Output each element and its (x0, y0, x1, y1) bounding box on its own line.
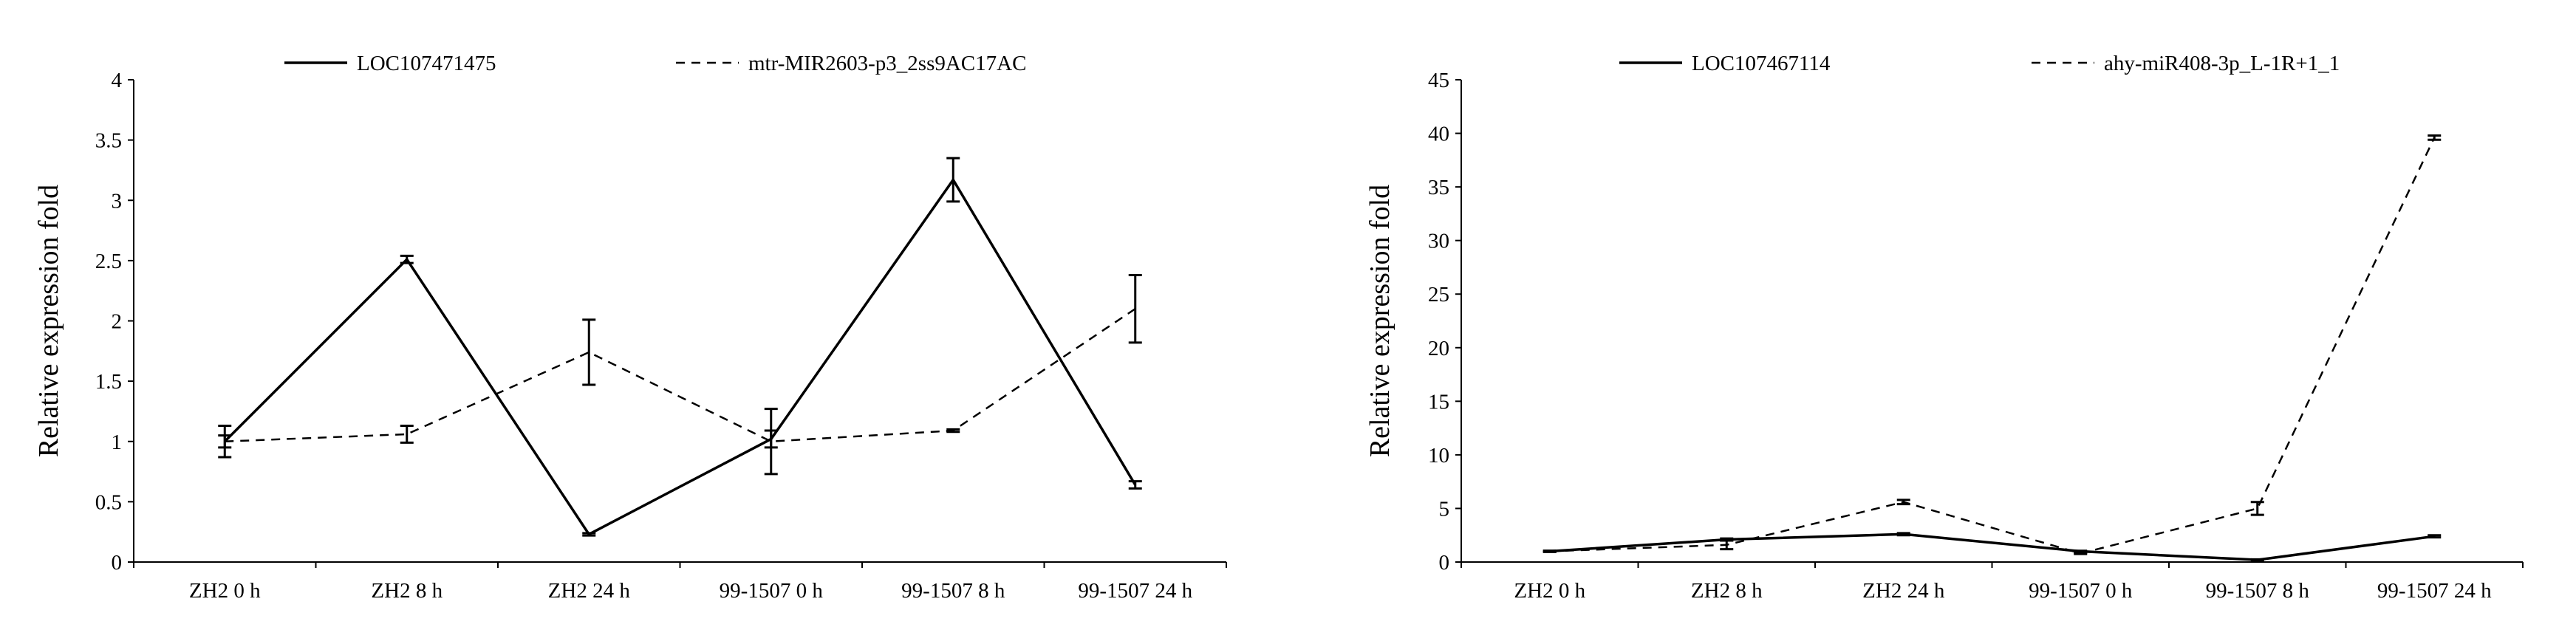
legend-item-2: mtr-MIR2603-p3_2ss9AC17AC (676, 52, 1026, 75)
series-line (1549, 137, 2436, 555)
x-tick-label: ZH2 8 h (1691, 579, 1763, 603)
y-axis-label: Relative expression fold (1364, 185, 1395, 457)
y-tick-label: 45 (1428, 69, 1449, 92)
series-2 (218, 273, 1142, 476)
legend-item-1: LOC107471475 (284, 52, 496, 75)
y-tick-label: 4 (112, 69, 123, 92)
x-tick-label: 99-1507 0 h (720, 579, 824, 603)
series-line (1549, 532, 2435, 561)
y-tick-label: 2.5 (95, 250, 122, 273)
y-tick-label: 3 (112, 189, 123, 213)
legend-label: ahy-miR408-3p_L-1R+1_1 (2104, 52, 2340, 75)
y-tick-label: 5 (1439, 497, 1450, 521)
x-tick-label: ZH2 0 h (1514, 579, 1585, 603)
y-tick-label: 25 (1428, 283, 1449, 306)
x-tick-label: 99-1507 8 h (2206, 579, 2310, 603)
series-line (225, 308, 1136, 443)
y-tick-label: 35 (1428, 176, 1449, 199)
y-axis-label: Relative expression fold (33, 185, 64, 457)
legend-label: mtr-MIR2603-p3_2ss9AC17AC (748, 52, 1026, 75)
x-tick-label: ZH2 24 h (548, 579, 631, 603)
series-line (224, 177, 1137, 536)
x-tick-label: 99-1507 24 h (1078, 579, 1192, 603)
chart-1: 0 0.5 1 1.5 2 2.5 3 3.5 4 ZH2 0 h ZH2 8 h ZH2 24 h 9… (33, 52, 1227, 603)
y-tick-label: 15 (1428, 390, 1449, 414)
x-tick-label: ZH2 0 h (189, 579, 261, 603)
y-tick-label: 2 (112, 310, 123, 334)
x-tick-label: ZH2 24 h (1862, 579, 1945, 603)
y-tick-label: 3.5 (95, 129, 122, 153)
y-tick-label: 0 (1439, 551, 1450, 575)
series-2 (1542, 134, 2442, 555)
x-tick-label: ZH2 8 h (371, 579, 443, 603)
legend-label: LOC107467114 (1692, 52, 1831, 75)
series-1 (218, 157, 1142, 537)
y-tick-label: 30 (1428, 230, 1449, 253)
y-tick-label: 1 (112, 431, 123, 454)
chart-2: 0 5 10 15 20 25 30 35 40 45 ZH2 0 h ZH2 8 h ZH2 24 h… (1364, 52, 2524, 603)
y-tick-label: 0.5 (95, 490, 122, 514)
y-tick-label: 0 (112, 551, 123, 575)
x-tick-label: 99-1507 24 h (2377, 579, 2492, 603)
y-tick-label: 20 (1428, 337, 1449, 360)
y-tick-label: 10 (1428, 444, 1449, 467)
x-tick-label: 99-1507 8 h (901, 579, 1005, 603)
legend-label: LOC107471475 (357, 52, 496, 75)
y-tick-label: 1.5 (95, 370, 122, 394)
legend-item-2: ahy-miR408-3p_L-1R+1_1 (2032, 52, 2340, 75)
x-tick-label: 99-1507 0 h (2029, 579, 2133, 603)
legend-item-1: LOC107467114 (1619, 52, 1831, 75)
y-tick-label: 40 (1428, 123, 1449, 146)
